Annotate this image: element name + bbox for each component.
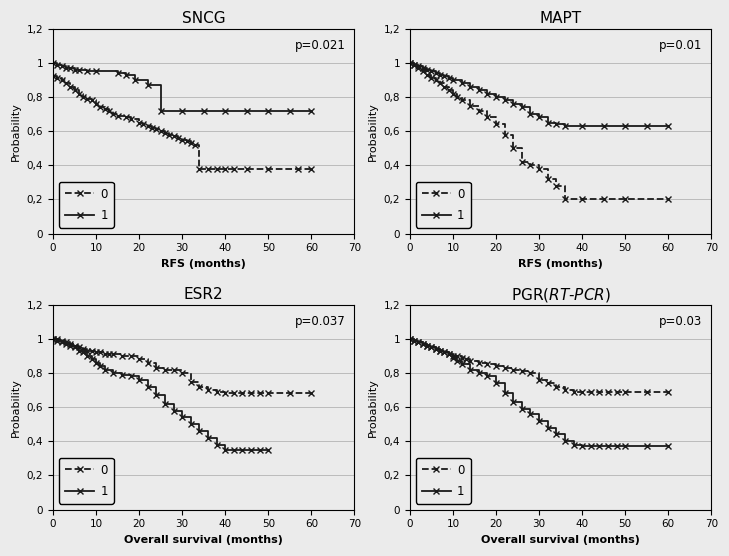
Y-axis label: Probability: Probability (368, 102, 378, 161)
X-axis label: RFS (months): RFS (months) (518, 259, 603, 269)
X-axis label: RFS (months): RFS (months) (161, 259, 246, 269)
Title: ESR2: ESR2 (184, 287, 224, 302)
Text: p=0.037: p=0.037 (295, 315, 346, 328)
Text: p=0.01: p=0.01 (659, 39, 702, 52)
Text: p=0.03: p=0.03 (659, 315, 702, 328)
Title: $\mathrm{PGR}$$\it{(RT\text{-}PCR)}$: $\mathrm{PGR}$$\it{(RT\text{-}PCR)}$ (510, 286, 611, 304)
Legend: 0, 1: 0, 1 (416, 458, 470, 504)
Y-axis label: Probability: Probability (11, 102, 21, 161)
Text: p=0.021: p=0.021 (295, 39, 346, 52)
Legend: 0, 1: 0, 1 (416, 182, 470, 228)
Y-axis label: Probability: Probability (11, 378, 21, 436)
Legend: 0, 1: 0, 1 (59, 458, 114, 504)
Title: MAPT: MAPT (539, 11, 582, 26)
X-axis label: Overall survival (months): Overall survival (months) (481, 535, 640, 545)
Title: SNCG: SNCG (182, 11, 225, 26)
X-axis label: Overall survival (months): Overall survival (months) (125, 535, 283, 545)
Legend: 0, 1: 0, 1 (59, 182, 114, 228)
Y-axis label: Probability: Probability (368, 378, 378, 436)
